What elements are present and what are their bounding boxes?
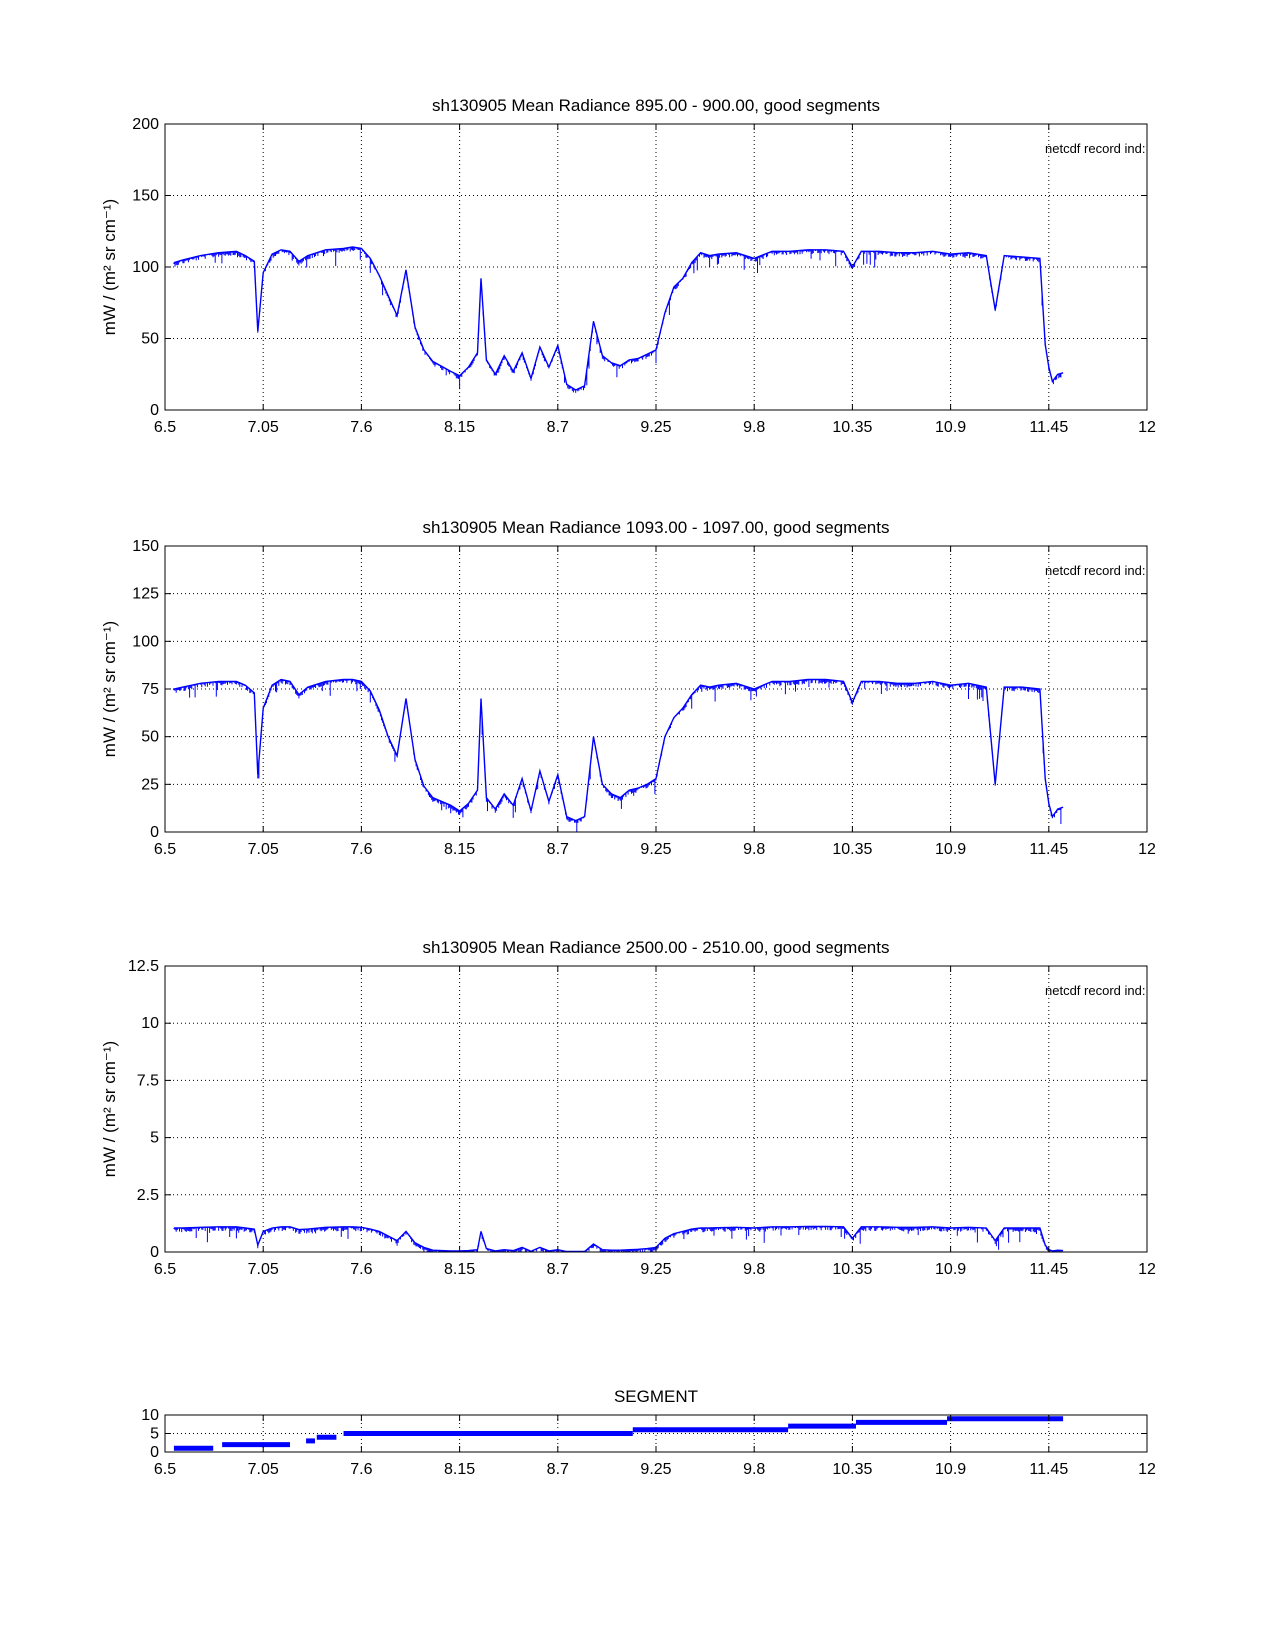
axes-box: [164, 965, 1148, 1253]
x-tick-label: 9.25: [640, 1261, 671, 1278]
record-index-annotation: netcdf record ind:: [1045, 563, 1145, 578]
y-tick-label: 0: [150, 1244, 159, 1261]
x-tick-label: 12: [1138, 1261, 1156, 1278]
y-tick-label: 125: [132, 586, 159, 603]
chart-title: sh130905 Mean Radiance 1093.00 - 1097.00…: [423, 518, 890, 537]
x-tick-label: 8.15: [444, 1261, 475, 1278]
radiance-noise: [173, 247, 1063, 393]
radiance-noise: [173, 1226, 1063, 1252]
y-tick-label: 75: [141, 681, 159, 698]
x-tick-label: 7.6: [350, 841, 372, 858]
x-tick-label: 10.9: [935, 1461, 966, 1478]
x-tick-label: 11.45: [1029, 419, 1068, 436]
y-axis-label: mW / (m² sr cm⁻¹): [100, 1041, 119, 1177]
x-tick-label: 11.45: [1029, 1261, 1068, 1278]
x-tick-label: 9.25: [640, 1461, 671, 1478]
y-tick-label: 100: [132, 259, 159, 276]
y-tick-label: 5: [150, 1426, 159, 1443]
x-tick-label: 12: [1138, 419, 1156, 436]
x-tick-label: 6.5: [154, 419, 176, 436]
x-tick-label: 12: [1138, 1461, 1156, 1478]
y-tick-label: 10: [141, 1407, 159, 1424]
radiance-line: [173, 1225, 1064, 1252]
x-tick-label: 8.7: [547, 841, 569, 858]
y-tick-label: 0: [150, 1444, 159, 1461]
x-tick-label: 10.35: [832, 1461, 872, 1478]
y-tick-label: 200: [132, 116, 159, 133]
x-tick-label: 10.35: [832, 1261, 872, 1278]
chart-panel-1: sh130905 Mean Radiance 895.00 - 900.00, …: [100, 96, 1156, 436]
x-tick-label: 8.7: [547, 1461, 569, 1478]
x-tick-label: 7.05: [248, 1261, 279, 1278]
x-tick-label: 10.35: [832, 841, 872, 858]
record-index-annotation: netcdf record ind:: [1045, 141, 1145, 156]
y-tick-label: 150: [132, 538, 159, 555]
y-tick-label: 50: [141, 729, 159, 746]
chart-panel-3: sh130905 Mean Radiance 2500.00 - 2510.00…: [100, 938, 1156, 1278]
chart-title: SEGMENT: [614, 1387, 698, 1406]
x-tick-label: 7.05: [248, 841, 279, 858]
x-tick-label: 7.05: [248, 1461, 279, 1478]
chart-title: sh130905 Mean Radiance 2500.00 - 2510.00…: [423, 938, 890, 957]
y-tick-label: 100: [132, 633, 159, 650]
x-tick-label: 10.35: [832, 419, 872, 436]
y-tick-label: 50: [141, 331, 159, 348]
x-tick-label: 6.5: [154, 1261, 176, 1278]
x-tick-label: 7.6: [350, 1261, 372, 1278]
x-tick-label: 9.8: [743, 1261, 765, 1278]
x-tick-label: 8.15: [444, 841, 475, 858]
x-tick-label: 10.9: [935, 841, 966, 858]
y-tick-label: 0: [150, 824, 159, 841]
x-tick-label: 11.45: [1029, 1461, 1068, 1478]
x-tick-label: 7.6: [350, 419, 372, 436]
x-tick-label: 9.8: [743, 419, 765, 436]
x-tick-label: 8.15: [444, 419, 475, 436]
y-tick-label: 5: [150, 1130, 159, 1147]
y-tick-label: 0: [150, 402, 159, 419]
x-tick-label: 8.7: [547, 419, 569, 436]
radiance-line: [173, 246, 1064, 391]
axes-box: [164, 123, 1148, 411]
y-tick-label: 2.5: [137, 1187, 159, 1204]
record-index-annotation: netcdf record ind:: [1045, 983, 1145, 998]
x-tick-label: 10.9: [935, 419, 966, 436]
chart-panel-2: sh130905 Mean Radiance 1093.00 - 1097.00…: [100, 518, 1156, 858]
x-tick-label: 9.25: [640, 841, 671, 858]
y-tick-label: 7.5: [137, 1072, 159, 1089]
x-tick-label: 9.8: [743, 841, 765, 858]
x-tick-label: 6.5: [154, 1461, 176, 1478]
y-tick-label: 150: [132, 188, 159, 205]
y-tick-label: 12.5: [128, 958, 159, 975]
y-tick-label: 10: [141, 1015, 159, 1032]
y-axis-label: mW / (m² sr cm⁻¹): [100, 199, 119, 335]
x-tick-label: 6.5: [154, 841, 176, 858]
x-tick-label: 8.7: [547, 1261, 569, 1278]
x-tick-label: 9.25: [640, 419, 671, 436]
x-tick-label: 9.8: [743, 1461, 765, 1478]
y-axis-label: mW / (m² sr cm⁻¹): [100, 621, 119, 757]
x-tick-label: 7.05: [248, 419, 279, 436]
chart-panel-4: SEGMENT 6.5 7.05 7.6 8.15 8.7 9.25 9.8 10.35 10.9…: [141, 1387, 1156, 1478]
radiance-noise: [173, 679, 1062, 832]
chart-title: sh130905 Mean Radiance 895.00 - 900.00, …: [432, 96, 880, 115]
x-tick-label: 7.6: [350, 1461, 372, 1478]
x-tick-label: 12: [1138, 841, 1156, 858]
y-tick-label: 25: [141, 776, 159, 793]
x-tick-label: 11.45: [1029, 841, 1068, 858]
x-tick-label: 10.9: [935, 1261, 966, 1278]
axes-box: [164, 545, 1148, 833]
x-tick-label: 8.15: [444, 1461, 475, 1478]
